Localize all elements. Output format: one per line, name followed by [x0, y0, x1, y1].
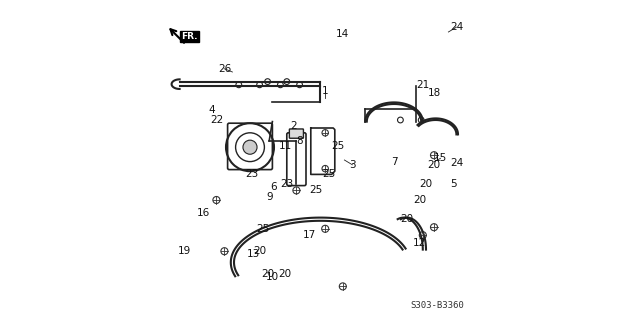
Text: 22: 22	[210, 115, 223, 125]
Text: 3: 3	[349, 160, 355, 170]
Text: 23: 23	[280, 179, 293, 189]
Text: 20: 20	[428, 160, 441, 170]
Text: 24: 24	[450, 158, 463, 168]
Text: 6: 6	[271, 182, 278, 192]
Text: 15: 15	[434, 153, 447, 164]
Text: 25: 25	[332, 140, 345, 151]
Text: 20: 20	[253, 246, 266, 256]
Text: 11: 11	[279, 140, 292, 151]
Circle shape	[243, 140, 257, 154]
Text: 26: 26	[218, 64, 231, 74]
Text: 12: 12	[413, 238, 426, 248]
Text: 19: 19	[178, 246, 191, 256]
Text: 25: 25	[309, 185, 322, 196]
FancyBboxPatch shape	[290, 129, 303, 138]
Text: 7: 7	[391, 156, 398, 167]
Text: 20: 20	[400, 214, 413, 224]
Text: 21: 21	[416, 80, 430, 90]
Text: 17: 17	[303, 230, 316, 240]
Text: FR.: FR.	[181, 32, 198, 41]
Text: 20: 20	[420, 179, 433, 189]
Text: 23: 23	[245, 169, 258, 180]
Text: 8: 8	[296, 136, 303, 146]
Text: 1: 1	[322, 86, 328, 96]
Text: 5: 5	[450, 179, 457, 189]
Text: 25: 25	[322, 169, 335, 180]
Text: 20: 20	[279, 268, 292, 279]
Text: 25: 25	[256, 224, 269, 234]
Text: 20: 20	[413, 195, 426, 205]
Text: 9: 9	[266, 192, 273, 202]
Text: 2: 2	[290, 121, 296, 132]
Text: S303-B3360: S303-B3360	[411, 301, 464, 310]
Text: 20: 20	[261, 268, 274, 279]
Text: 24: 24	[450, 22, 463, 32]
Text: 18: 18	[428, 88, 441, 98]
Text: 13: 13	[247, 249, 260, 260]
Text: 10: 10	[266, 272, 279, 282]
Text: 4: 4	[208, 105, 215, 116]
Text: 14: 14	[336, 28, 349, 39]
Text: 16: 16	[197, 208, 210, 218]
